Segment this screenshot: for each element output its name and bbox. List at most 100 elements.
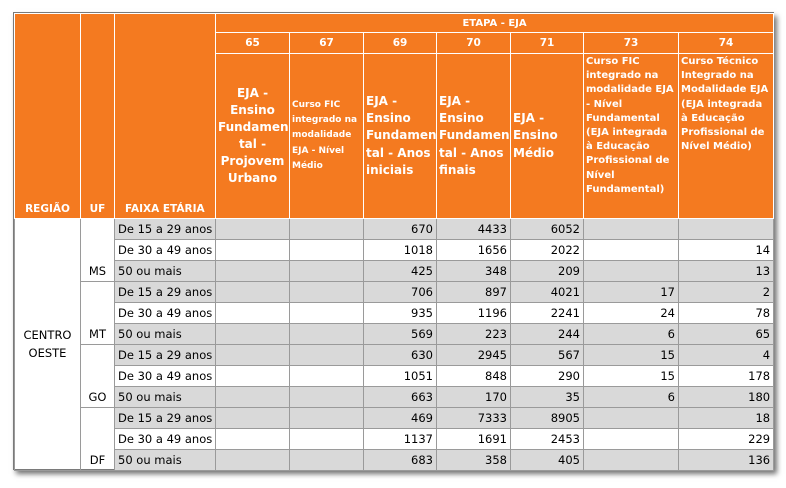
value-cell-74: 18 — [677, 407, 775, 429]
value-cell-65 — [215, 344, 290, 366]
value-cell-65 — [215, 449, 290, 471]
eja-enrollment-table: REGIÃO UF FAIXA ETÁRIA ETAPA - EJA 65 67… — [14, 13, 775, 471]
table-frame: REGIÃO UF FAIXA ETÁRIA ETAPA - EJA 65 67… — [13, 12, 775, 471]
table-row: 50 ou mais 569 223 244 6 65 — [15, 323, 775, 345]
value-cell-70: 1691 — [436, 428, 511, 450]
value-cell-74: 13 — [677, 260, 775, 282]
table-row: De 30 a 49 anos 935 1196 2241 24 78 — [15, 302, 775, 324]
value-cell-73: 17 — [583, 281, 679, 303]
value-cell-74: 14 — [677, 239, 775, 261]
desc-73: Curso FIC integrado na modalidade EJA - … — [583, 53, 679, 219]
value-cell-70: 4433 — [436, 218, 511, 240]
value-cell-73 — [583, 260, 679, 282]
table-row: 50 ou mais 683 358 405 136 — [15, 449, 775, 471]
code-73: 73 — [583, 32, 679, 54]
code-65: 65 — [215, 32, 290, 54]
value-cell-74 — [677, 218, 775, 240]
value-cell-71: 4021 — [510, 281, 584, 303]
faixa-etaria-cell: De 30 a 49 anos — [114, 428, 216, 450]
code-67: 67 — [289, 32, 364, 54]
header-regiao: REGIÃO — [14, 13, 81, 219]
value-cell-71: 2453 — [510, 428, 584, 450]
value-cell-70: 1196 — [436, 302, 511, 324]
faixa-etaria-cell: De 15 a 29 anos — [114, 281, 216, 303]
table-row: DF De 15 a 29 anos 469 7333 8905 18 — [15, 407, 775, 471]
value-cell-69: 1018 — [363, 239, 437, 261]
value-cell-74: 78 — [677, 302, 775, 324]
value-cell-73: 24 — [583, 302, 679, 324]
desc-65: EJA - Ensino Fundamen tal - Projovem Urb… — [215, 53, 290, 219]
value-cell-71: 2022 — [510, 239, 584, 261]
value-cell-73 — [583, 428, 679, 450]
faixa-etaria-cell: 50 ou mais — [114, 386, 216, 408]
value-cell-73 — [583, 407, 679, 429]
value-cell-65 — [215, 239, 290, 261]
value-cell-67 — [289, 281, 364, 303]
value-cell-70: 1656 — [436, 239, 511, 261]
table-body: CENTRO OESTE MS De 15 a 29 anos 670 4433 6052… — [14, 218, 775, 471]
value-cell-65 — [215, 365, 290, 387]
regiao-cell: CENTRO OESTE — [14, 218, 81, 471]
value-cell-69: 469 — [363, 407, 437, 429]
value-cell-69: 425 — [363, 260, 437, 282]
table-row: De 30 a 49 anos 1137 1691 2453 229 — [15, 428, 775, 450]
faixa-etaria-cell: De 15 a 29 anos — [114, 218, 216, 240]
value-cell-73: 15 — [583, 344, 679, 366]
header-faixa-etaria: FAIXA ETÁRIA — [114, 13, 216, 219]
faixa-etaria-cell: De 15 a 29 anos — [114, 344, 216, 366]
value-cell-70: 7333 — [436, 407, 511, 429]
value-cell-71: 209 — [510, 260, 584, 282]
value-cell-69: 663 — [363, 386, 437, 408]
value-cell-70: 348 — [436, 260, 511, 282]
uf-cell: MS — [80, 218, 115, 282]
value-cell-67 — [289, 449, 364, 471]
value-cell-74: 229 — [677, 428, 775, 450]
value-cell-73 — [583, 218, 679, 240]
value-cell-71: 6052 — [510, 218, 584, 240]
table-row: MT De 15 a 29 anos 706 897 4021 17 2 — [15, 281, 775, 345]
value-cell-74: 180 — [677, 386, 775, 408]
value-cell-65 — [215, 428, 290, 450]
value-cell-70: 897 — [436, 281, 511, 303]
value-cell-67 — [289, 302, 364, 324]
header-etapa-eja: ETAPA - EJA — [214, 13, 775, 33]
uf-cell: DF — [80, 407, 115, 471]
value-cell-73: 15 — [583, 365, 679, 387]
uf-cell: GO — [80, 344, 115, 408]
value-cell-67 — [289, 344, 364, 366]
header-uf: UF — [80, 13, 115, 219]
code-71: 71 — [510, 32, 584, 54]
desc-74: Curso Técnico Integrado na Modalidade EJ… — [677, 53, 775, 219]
code-70: 70 — [436, 32, 511, 54]
value-cell-71: 567 — [510, 344, 584, 366]
value-cell-71: 244 — [510, 323, 584, 345]
value-cell-70: 170 — [436, 386, 511, 408]
value-cell-67 — [289, 218, 364, 240]
table-row: CENTRO OESTE MS De 15 a 29 anos 670 4433 6052 — [14, 218, 775, 471]
value-cell-65 — [215, 386, 290, 408]
value-cell-74: 65 — [677, 323, 775, 345]
table-row: 50 ou mais 425 348 209 13 — [15, 260, 775, 282]
value-cell-73: 6 — [583, 323, 679, 345]
value-cell-73: 6 — [583, 386, 679, 408]
value-cell-67 — [289, 239, 364, 261]
value-cell-65 — [215, 323, 290, 345]
value-cell-71: 405 — [510, 449, 584, 471]
value-cell-70: 358 — [436, 449, 511, 471]
value-cell-70: 848 — [436, 365, 511, 387]
value-cell-67 — [289, 407, 364, 429]
value-cell-67 — [289, 386, 364, 408]
value-cell-69: 670 — [363, 218, 437, 240]
faixa-etaria-cell: 50 ou mais — [114, 323, 216, 345]
faixa-etaria-cell: 50 ou mais — [114, 449, 216, 471]
value-cell-71: 35 — [510, 386, 584, 408]
table-row: De 30 a 49 anos 1051 848 290 15 178 — [15, 365, 775, 387]
value-cell-69: 1051 — [363, 365, 437, 387]
code-74: 74 — [677, 32, 775, 54]
faixa-etaria-cell: 50 ou mais — [114, 260, 216, 282]
value-cell-65 — [215, 302, 290, 324]
value-cell-65 — [215, 281, 290, 303]
value-cell-73 — [583, 449, 679, 471]
value-cell-74: 2 — [677, 281, 775, 303]
desc-70: EJA - Ensino Fundamen tal - Anos finais — [436, 53, 511, 219]
